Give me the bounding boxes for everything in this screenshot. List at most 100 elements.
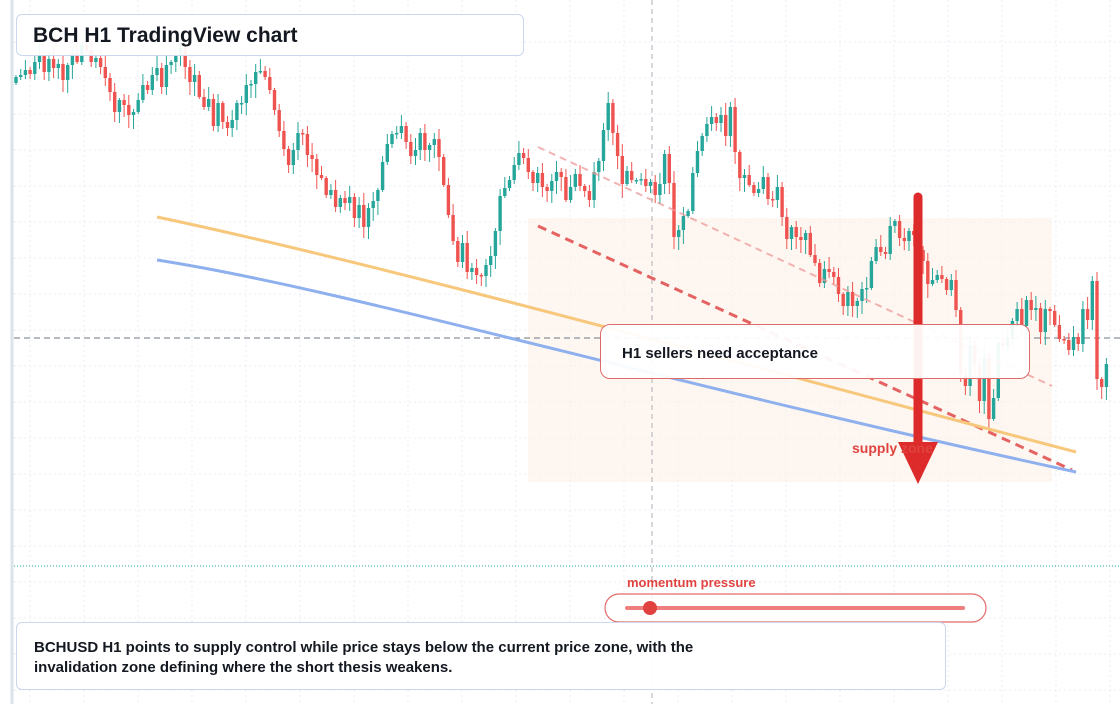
candle-bullish — [507, 180, 512, 188]
candle-bullish — [47, 59, 51, 72]
candle-bearish — [315, 159, 319, 175]
candle-bullish — [207, 99, 211, 107]
callout-text: H1 sellers need acceptance — [622, 345, 818, 362]
candle-bullish — [489, 256, 493, 265]
ema-slow-line — [156, 258, 1077, 474]
candle-bearish — [531, 172, 535, 183]
candle-bullish — [258, 71, 263, 73]
candle-bearish — [1038, 308, 1043, 332]
candle-bullish — [705, 124, 709, 136]
candle-bullish — [150, 75, 154, 90]
candle-bullish — [761, 177, 765, 189]
candle-bearish — [160, 68, 164, 87]
candle-bullish — [719, 115, 723, 123]
candle-bearish — [926, 261, 930, 284]
candle-bearish — [752, 185, 756, 193]
candle-bullish — [249, 84, 253, 86]
summary-text: BCHUSD H1 points to supply control while… — [34, 639, 694, 676]
candle-bearish — [832, 272, 836, 277]
candle-bullish — [1104, 364, 1109, 387]
candle-bullish — [470, 268, 474, 272]
candle-bullish — [131, 112, 136, 115]
candle-bearish — [644, 179, 648, 186]
candle-bearish — [286, 149, 291, 165]
candle-bullish — [164, 65, 169, 87]
candle-bullish — [1090, 281, 1094, 320]
candle-bullish — [37, 55, 42, 62]
candle-bearish — [771, 199, 775, 201]
candle-bearish — [940, 275, 944, 279]
candle-bullish — [991, 398, 996, 419]
candle-bullish — [371, 201, 375, 208]
candle-bullish — [606, 103, 610, 130]
candle-bearish — [1053, 311, 1057, 325]
candle-bearish — [221, 103, 225, 122]
candle-bullish — [376, 190, 380, 201]
candle-bearish — [827, 269, 831, 272]
candle-bullish — [681, 216, 686, 230]
candle-bullish — [484, 265, 488, 276]
candle-bearish — [75, 53, 79, 62]
candle-bullish — [390, 134, 394, 144]
candle-bullish — [888, 226, 892, 254]
candle-bullish — [14, 77, 18, 83]
candle-bearish — [714, 117, 718, 123]
candle-bullish — [517, 153, 521, 165]
candle-bullish — [348, 197, 352, 203]
candle-bearish — [446, 185, 451, 215]
candle-bullish — [893, 221, 897, 226]
page-title: BCH H1 TradingView chart — [33, 24, 298, 47]
candle-bullish — [1034, 308, 1038, 310]
candle-bullish — [23, 70, 28, 75]
candle-bearish — [1048, 309, 1052, 311]
candle-bearish — [197, 75, 201, 97]
candle-bearish — [902, 238, 906, 241]
candle-bearish — [310, 155, 314, 159]
candle-bearish — [799, 237, 803, 240]
candle-bullish — [869, 261, 874, 288]
candle-bullish — [803, 233, 808, 240]
momentum-pressure-knob[interactable] — [643, 601, 657, 615]
candle-bearish — [1057, 325, 1062, 339]
candle-bearish — [423, 133, 427, 150]
candle-bearish — [808, 233, 812, 255]
candle-bullish — [639, 179, 643, 181]
candle-bearish — [113, 92, 117, 112]
candle-bearish — [1020, 309, 1024, 326]
candle-bullish — [418, 133, 422, 150]
candle-bearish — [747, 175, 751, 185]
candle-bearish — [108, 78, 112, 92]
candle-bearish — [521, 153, 526, 158]
candle-bullish — [709, 117, 714, 124]
candle-bullish — [1081, 309, 1085, 344]
candle-bullish — [395, 133, 399, 135]
candle-bullish — [357, 205, 361, 218]
candle-bullish — [427, 145, 432, 150]
candle-bearish — [1076, 337, 1080, 344]
candle-bearish — [202, 97, 206, 107]
candle-bullish — [648, 182, 653, 186]
candle-bearish — [51, 59, 56, 68]
candle-bearish — [305, 134, 310, 155]
candle-bearish — [611, 103, 615, 133]
candle-bearish — [667, 154, 671, 183]
candle-bearish — [879, 247, 883, 252]
candle-bearish — [738, 152, 742, 178]
candle-bearish — [733, 107, 737, 152]
candle-bearish — [977, 365, 982, 401]
candle-bearish — [545, 187, 549, 191]
candle-bullish — [385, 144, 389, 162]
candle-bullish — [695, 151, 700, 173]
candle-bullish — [700, 136, 704, 151]
candle-bullish — [70, 53, 75, 65]
candle-bearish — [794, 227, 798, 237]
candle-bearish — [897, 221, 902, 238]
candle-bearish — [442, 157, 446, 185]
candle-bearish — [813, 255, 817, 263]
candle-bullish — [329, 190, 333, 195]
candle-bullish — [174, 55, 178, 62]
candle-bullish — [982, 358, 986, 401]
candle-bullish — [216, 103, 220, 126]
candle-bearish — [28, 70, 32, 74]
candle-bearish — [987, 358, 991, 419]
